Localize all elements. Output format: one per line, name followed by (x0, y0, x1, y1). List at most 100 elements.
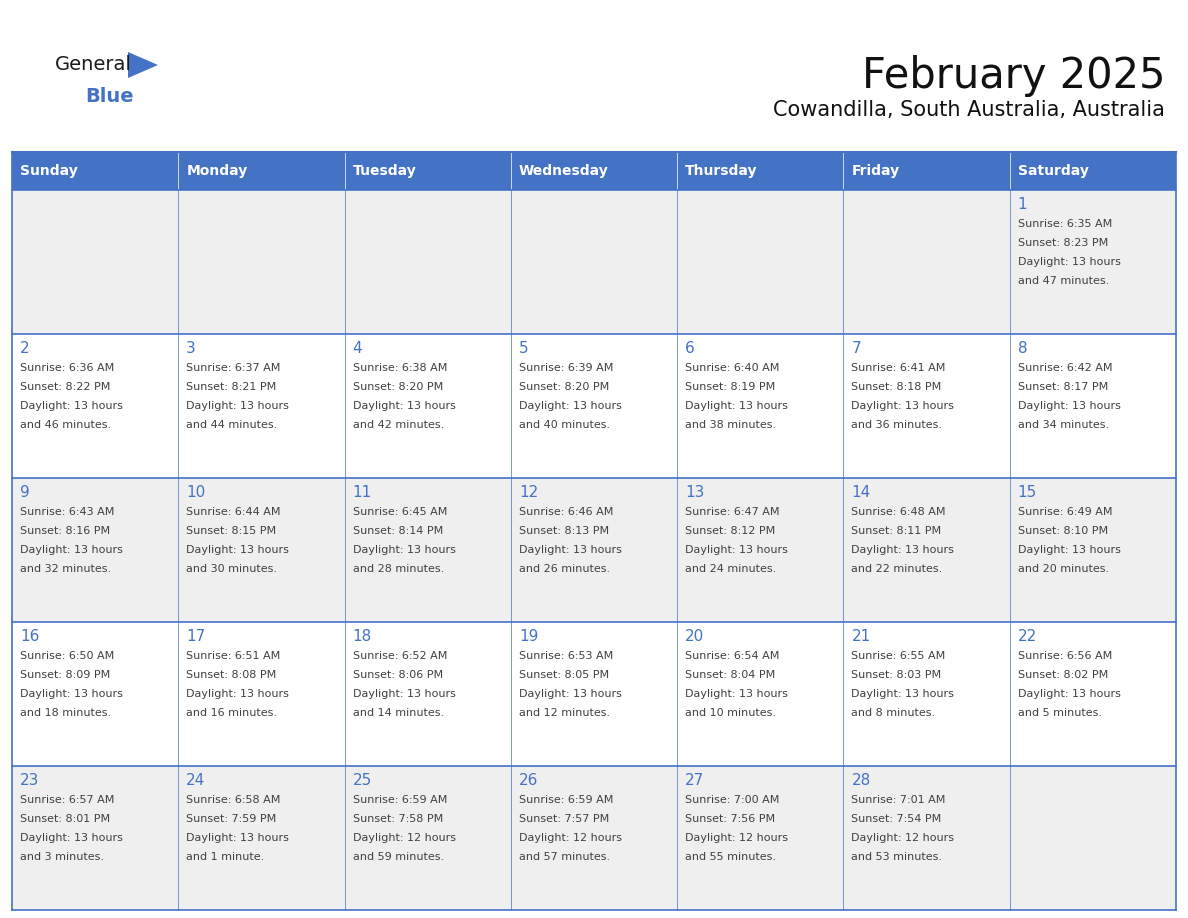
Text: Sunrise: 6:39 AM: Sunrise: 6:39 AM (519, 363, 613, 373)
Text: Sunrise: 6:40 AM: Sunrise: 6:40 AM (685, 363, 779, 373)
Text: Sunrise: 6:36 AM: Sunrise: 6:36 AM (20, 363, 114, 373)
Text: Daylight: 13 hours: Daylight: 13 hours (187, 689, 289, 699)
Text: Sunset: 8:04 PM: Sunset: 8:04 PM (685, 670, 776, 680)
Text: Daylight: 13 hours: Daylight: 13 hours (187, 401, 289, 411)
Text: and 57 minutes.: and 57 minutes. (519, 852, 609, 862)
Text: Daylight: 13 hours: Daylight: 13 hours (519, 401, 621, 411)
Text: Sunset: 8:20 PM: Sunset: 8:20 PM (519, 382, 609, 392)
Text: 3: 3 (187, 341, 196, 356)
Text: and 16 minutes.: and 16 minutes. (187, 708, 277, 718)
Text: 20: 20 (685, 629, 704, 644)
Text: and 36 minutes.: and 36 minutes. (852, 420, 942, 430)
Text: Sunrise: 6:44 AM: Sunrise: 6:44 AM (187, 507, 280, 517)
Text: 18: 18 (353, 629, 372, 644)
Text: Sunrise: 6:50 AM: Sunrise: 6:50 AM (20, 651, 114, 661)
Text: Sunrise: 7:01 AM: Sunrise: 7:01 AM (852, 795, 946, 805)
Text: Sunrise: 6:49 AM: Sunrise: 6:49 AM (1018, 507, 1112, 517)
Text: Sunrise: 6:54 AM: Sunrise: 6:54 AM (685, 651, 779, 661)
Text: 9: 9 (20, 485, 30, 500)
Text: and 59 minutes.: and 59 minutes. (353, 852, 443, 862)
Text: 12: 12 (519, 485, 538, 500)
Text: Friday: Friday (852, 164, 899, 178)
Text: Sunset: 8:17 PM: Sunset: 8:17 PM (1018, 382, 1108, 392)
Text: and 3 minutes.: and 3 minutes. (20, 852, 105, 862)
Text: Sunset: 8:13 PM: Sunset: 8:13 PM (519, 526, 609, 536)
Text: Wednesday: Wednesday (519, 164, 608, 178)
Text: Daylight: 13 hours: Daylight: 13 hours (353, 689, 455, 699)
Text: Sunset: 8:06 PM: Sunset: 8:06 PM (353, 670, 443, 680)
Text: Daylight: 12 hours: Daylight: 12 hours (685, 833, 788, 843)
Text: Daylight: 13 hours: Daylight: 13 hours (20, 833, 122, 843)
Text: Sunset: 8:11 PM: Sunset: 8:11 PM (852, 526, 942, 536)
Text: and 30 minutes.: and 30 minutes. (187, 564, 277, 574)
Text: and 20 minutes.: and 20 minutes. (1018, 564, 1108, 574)
Text: and 32 minutes.: and 32 minutes. (20, 564, 112, 574)
Text: and 46 minutes.: and 46 minutes. (20, 420, 112, 430)
Text: Sunset: 8:14 PM: Sunset: 8:14 PM (353, 526, 443, 536)
Text: Sunrise: 6:52 AM: Sunrise: 6:52 AM (353, 651, 447, 661)
Text: 6: 6 (685, 341, 695, 356)
Text: General: General (55, 55, 132, 74)
Text: and 40 minutes.: and 40 minutes. (519, 420, 609, 430)
Text: and 44 minutes.: and 44 minutes. (187, 420, 278, 430)
Text: Sunrise: 6:55 AM: Sunrise: 6:55 AM (852, 651, 946, 661)
Text: 15: 15 (1018, 485, 1037, 500)
Text: and 26 minutes.: and 26 minutes. (519, 564, 609, 574)
Text: Sunset: 8:20 PM: Sunset: 8:20 PM (353, 382, 443, 392)
Text: 10: 10 (187, 485, 206, 500)
Text: Sunset: 8:16 PM: Sunset: 8:16 PM (20, 526, 110, 536)
Text: Sunset: 8:15 PM: Sunset: 8:15 PM (187, 526, 277, 536)
Text: February 2025: February 2025 (861, 55, 1165, 97)
Text: and 53 minutes.: and 53 minutes. (852, 852, 942, 862)
Text: and 1 minute.: and 1 minute. (187, 852, 265, 862)
Text: Sunset: 8:19 PM: Sunset: 8:19 PM (685, 382, 776, 392)
Text: Daylight: 13 hours: Daylight: 13 hours (685, 689, 788, 699)
Text: Daylight: 12 hours: Daylight: 12 hours (519, 833, 621, 843)
Text: Sunset: 8:02 PM: Sunset: 8:02 PM (1018, 670, 1108, 680)
Text: 22: 22 (1018, 629, 1037, 644)
Text: Sunset: 8:12 PM: Sunset: 8:12 PM (685, 526, 776, 536)
Text: 25: 25 (353, 773, 372, 788)
Text: Sunset: 7:58 PM: Sunset: 7:58 PM (353, 814, 443, 824)
Text: 24: 24 (187, 773, 206, 788)
Text: Sunset: 7:59 PM: Sunset: 7:59 PM (187, 814, 277, 824)
Text: 2: 2 (20, 341, 30, 356)
Text: Tuesday: Tuesday (353, 164, 416, 178)
Text: and 5 minutes.: and 5 minutes. (1018, 708, 1101, 718)
Text: Sunset: 8:09 PM: Sunset: 8:09 PM (20, 670, 110, 680)
Text: Sunrise: 6:56 AM: Sunrise: 6:56 AM (1018, 651, 1112, 661)
Text: Blue: Blue (86, 87, 133, 106)
Text: Sunset: 8:22 PM: Sunset: 8:22 PM (20, 382, 110, 392)
Text: and 10 minutes.: and 10 minutes. (685, 708, 776, 718)
Text: 4: 4 (353, 341, 362, 356)
Text: Sunset: 8:05 PM: Sunset: 8:05 PM (519, 670, 609, 680)
Text: Sunrise: 6:43 AM: Sunrise: 6:43 AM (20, 507, 114, 517)
Text: 21: 21 (852, 629, 871, 644)
Text: Daylight: 13 hours: Daylight: 13 hours (1018, 545, 1120, 555)
Text: 5: 5 (519, 341, 529, 356)
Text: 26: 26 (519, 773, 538, 788)
Text: 19: 19 (519, 629, 538, 644)
Text: 23: 23 (20, 773, 39, 788)
Text: and 14 minutes.: and 14 minutes. (353, 708, 443, 718)
Text: Sunrise: 6:41 AM: Sunrise: 6:41 AM (852, 363, 946, 373)
Text: Daylight: 13 hours: Daylight: 13 hours (852, 545, 954, 555)
Text: and 34 minutes.: and 34 minutes. (1018, 420, 1108, 430)
Text: Sunrise: 6:57 AM: Sunrise: 6:57 AM (20, 795, 114, 805)
Text: Daylight: 12 hours: Daylight: 12 hours (852, 833, 954, 843)
Text: Saturday: Saturday (1018, 164, 1088, 178)
Text: Daylight: 12 hours: Daylight: 12 hours (353, 833, 455, 843)
Text: 28: 28 (852, 773, 871, 788)
Text: Sunrise: 6:59 AM: Sunrise: 6:59 AM (519, 795, 613, 805)
Text: 1: 1 (1018, 197, 1028, 212)
Text: Sunset: 7:54 PM: Sunset: 7:54 PM (852, 814, 942, 824)
Text: Sunrise: 6:48 AM: Sunrise: 6:48 AM (852, 507, 946, 517)
Text: Daylight: 13 hours: Daylight: 13 hours (20, 401, 122, 411)
Text: and 22 minutes.: and 22 minutes. (852, 564, 943, 574)
Text: 14: 14 (852, 485, 871, 500)
Text: Sunrise: 6:47 AM: Sunrise: 6:47 AM (685, 507, 779, 517)
Polygon shape (128, 52, 158, 78)
Text: Sunrise: 7:00 AM: Sunrise: 7:00 AM (685, 795, 779, 805)
Text: Sunrise: 6:37 AM: Sunrise: 6:37 AM (187, 363, 280, 373)
Text: and 24 minutes.: and 24 minutes. (685, 564, 777, 574)
